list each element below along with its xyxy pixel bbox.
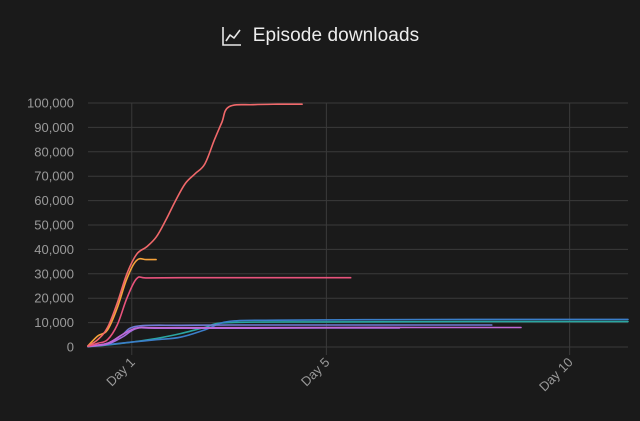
y-tick-label: 90,000 (34, 120, 74, 135)
series-line (87, 103, 303, 347)
y-tick-label: 10,000 (34, 315, 74, 330)
chart-title: Episode downloads (252, 25, 420, 46)
chart-header: Episode downloads (0, 20, 640, 52)
y-tick-label: 100,000 (27, 96, 74, 111)
x-tick-label: Day 1 (103, 355, 138, 390)
x-tick-label: Day 5 (298, 355, 333, 390)
y-tick-label: 40,000 (34, 242, 74, 257)
y-tick-label: 80,000 (34, 144, 74, 159)
series-line (87, 257, 157, 347)
y-axis: 0 10,000 20,000 30,000 40,000 50,000 60,000 70,… (27, 96, 74, 355)
x-axis: Day 1 Day 5 Day 10 (103, 355, 575, 395)
y-tick-label: 60,000 (34, 193, 74, 208)
y-tick-label: 50,000 (34, 218, 74, 233)
y-tick-label: 0 (67, 340, 74, 355)
y-tick-label: 30,000 (34, 266, 74, 281)
series-line (87, 318, 629, 348)
x-tick-label: Day 10 (536, 355, 576, 395)
grid (88, 102, 628, 355)
series-line (87, 276, 352, 348)
series-group (87, 103, 629, 348)
y-tick-label: 20,000 (34, 291, 74, 306)
series-line (87, 326, 522, 348)
series-line (87, 326, 401, 348)
y-tick-label: 70,000 (34, 169, 74, 184)
line-chart-icon (221, 25, 243, 47)
